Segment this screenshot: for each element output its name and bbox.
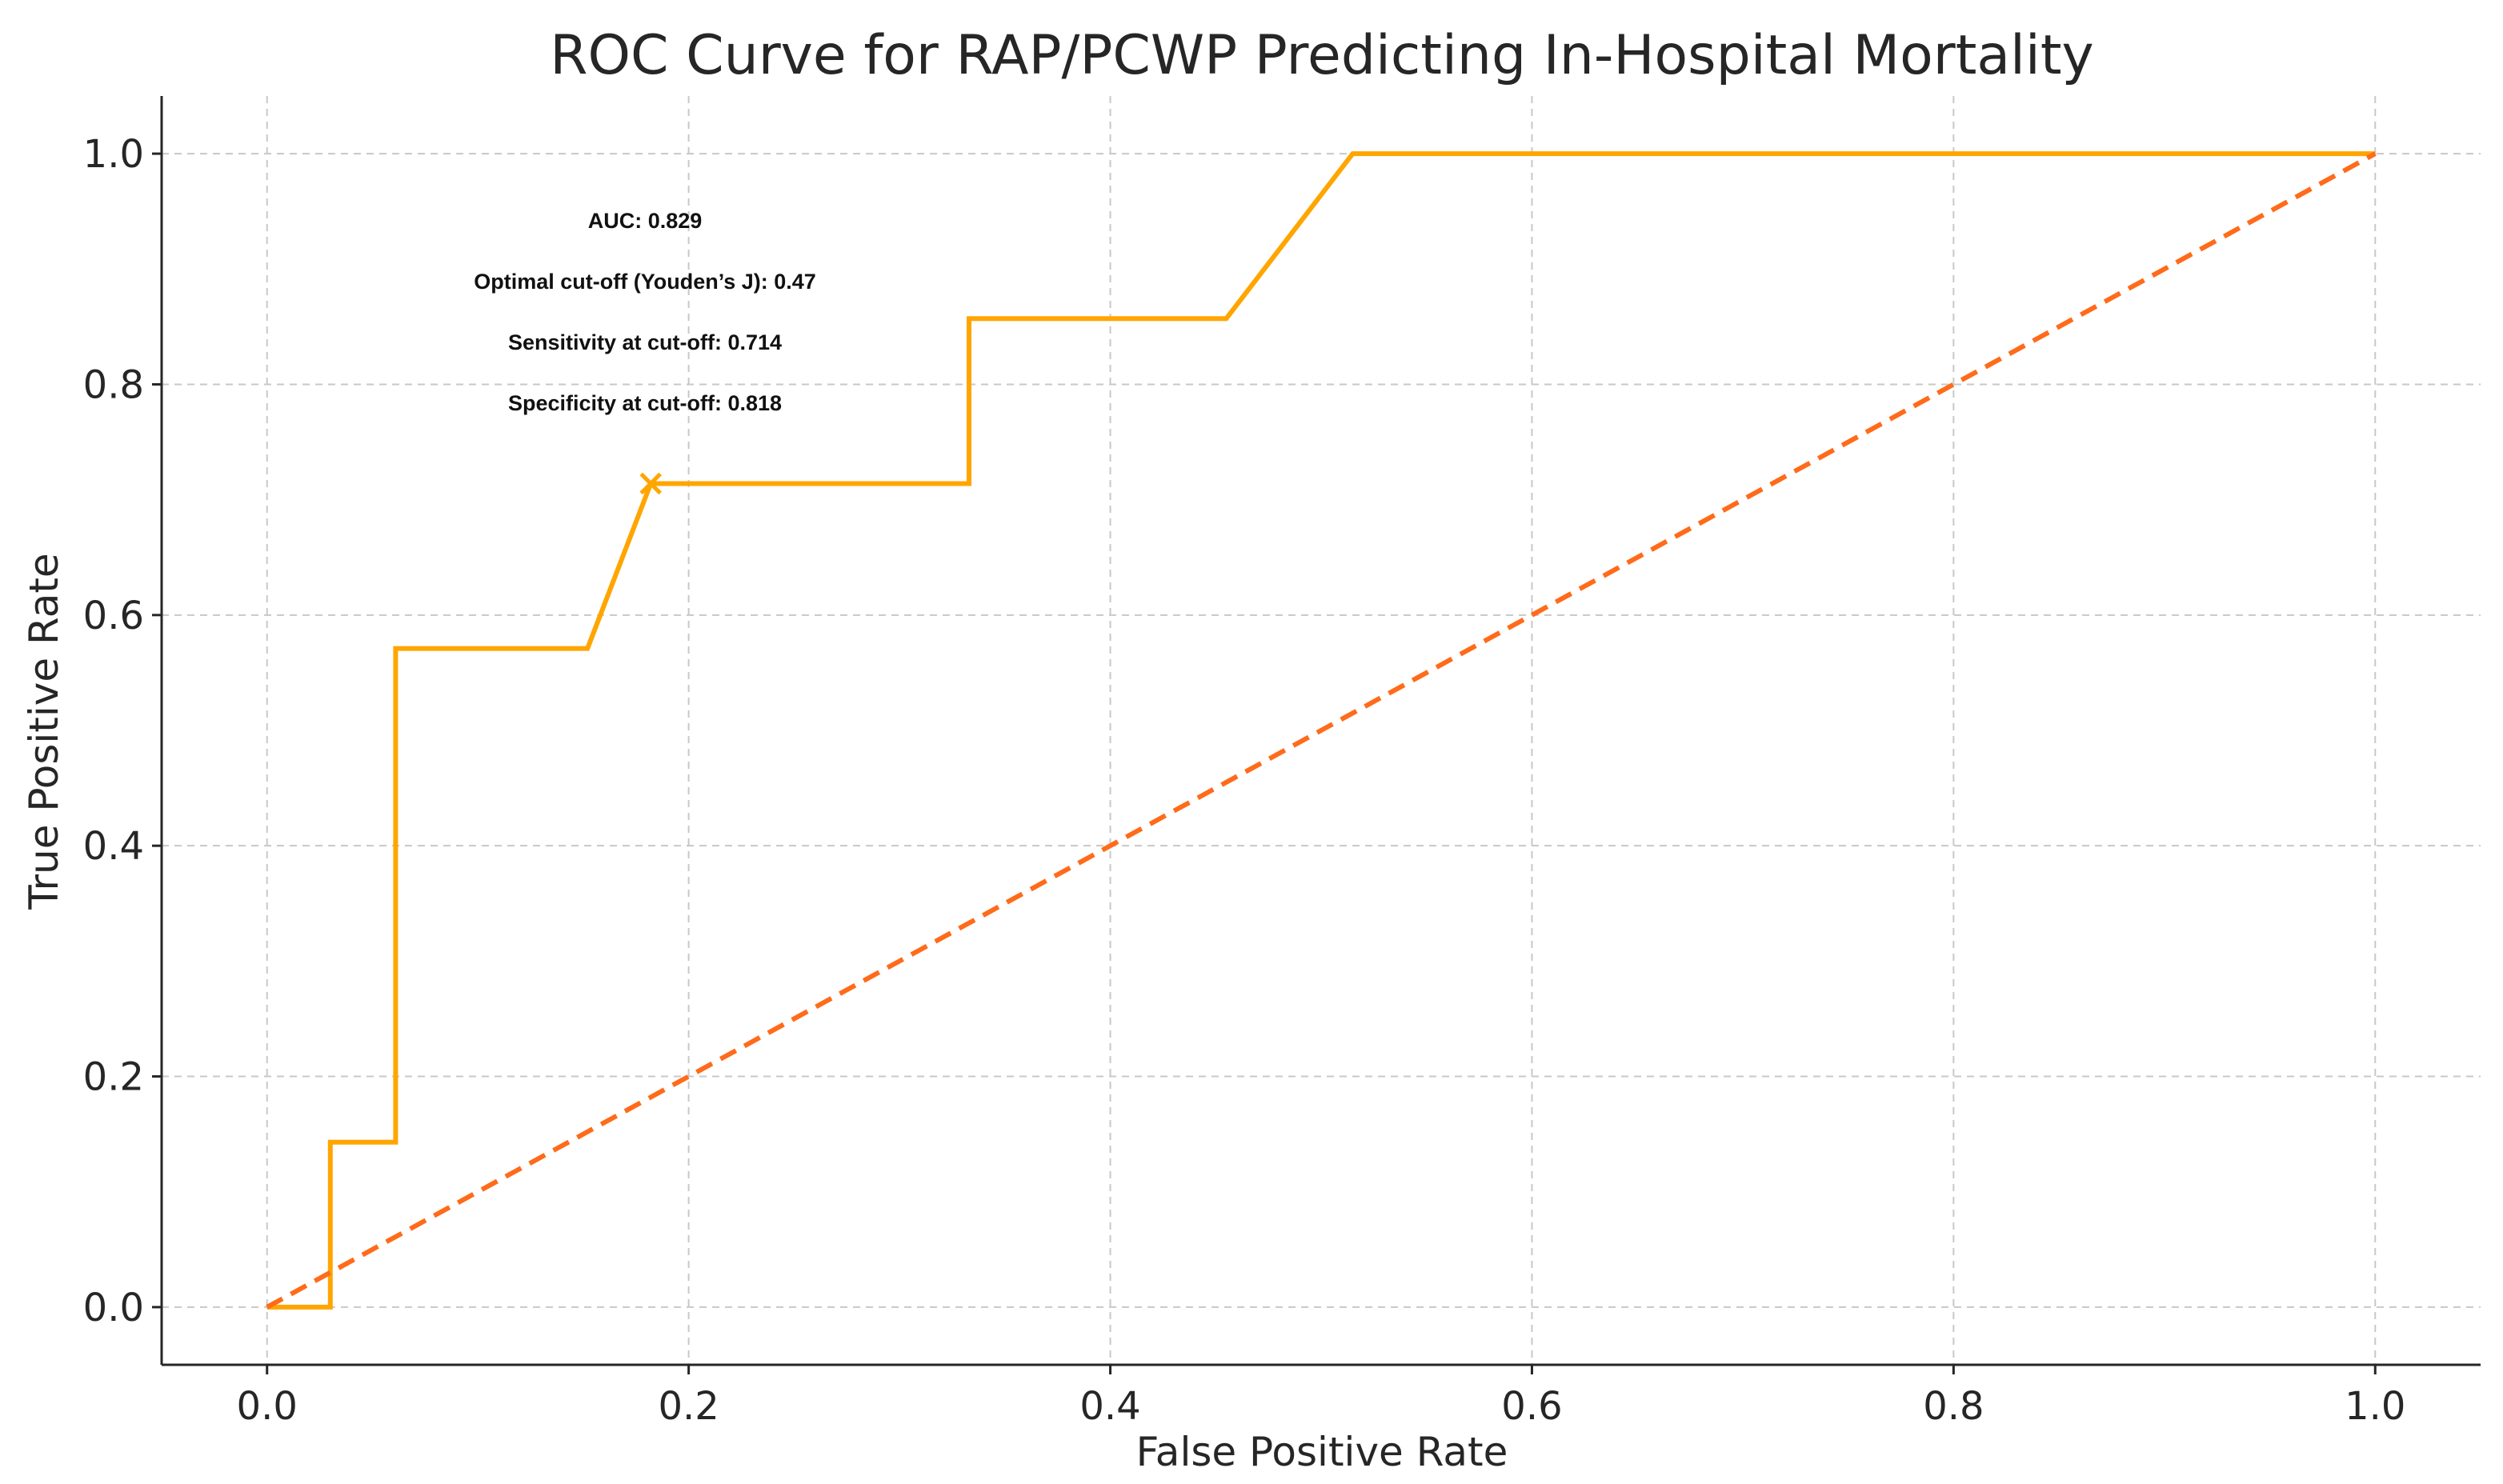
x-tick-label: 0.8 [1923, 1384, 1984, 1429]
optimal-cutoff-marker [639, 472, 662, 495]
y-tick-label: 0.0 [83, 1286, 144, 1330]
y-tick-label: 0.4 [83, 824, 144, 869]
x-tick-label: 1.0 [2345, 1384, 2405, 1429]
x-axis-label: False Positive Rate [1136, 1429, 1508, 1475]
chance-line [266, 151, 2377, 1310]
y-tick-label: 0.6 [83, 594, 144, 638]
annotation-box: AUC: 0.829 Optimal cut-off (Youden’s J):… [474, 209, 816, 415]
x-tick-label: 0.0 [237, 1384, 298, 1429]
series-layer [266, 151, 2377, 1310]
x-tick-label: 0.2 [658, 1384, 719, 1429]
marker-stroke [639, 472, 662, 495]
y-tick-label: 0.2 [83, 1055, 144, 1100]
chart-title: ROC Curve for RAP/PCWP Predicting In-Hos… [550, 24, 2093, 87]
x-tick-label: 0.6 [1501, 1384, 1562, 1429]
annotation-auc: AUC: 0.829 [588, 209, 703, 233]
annotation-specificity: Specificity at cut-off: 0.818 [508, 391, 782, 415]
roc-curve-line [266, 151, 2376, 1310]
annotation-optimal-cutoff: Optimal cut-off (Youden’s J): 0.47 [474, 270, 816, 294]
y-tick-label: 1.0 [83, 132, 144, 177]
y-tick-label: 0.8 [83, 362, 144, 407]
grid-layer [162, 96, 2481, 1365]
x-tick-label: 0.4 [1079, 1384, 1140, 1429]
axes-layer: 0.0 0.2 0.4 0.6 0.8 1.0 0.0 0.2 0.4 0.6 0.8 1.0 [83, 96, 2481, 1429]
annotation-sensitivity: Sensitivity at cut-off: 0.714 [508, 330, 782, 354]
y-axis-label: True Positive Rate [21, 553, 67, 910]
